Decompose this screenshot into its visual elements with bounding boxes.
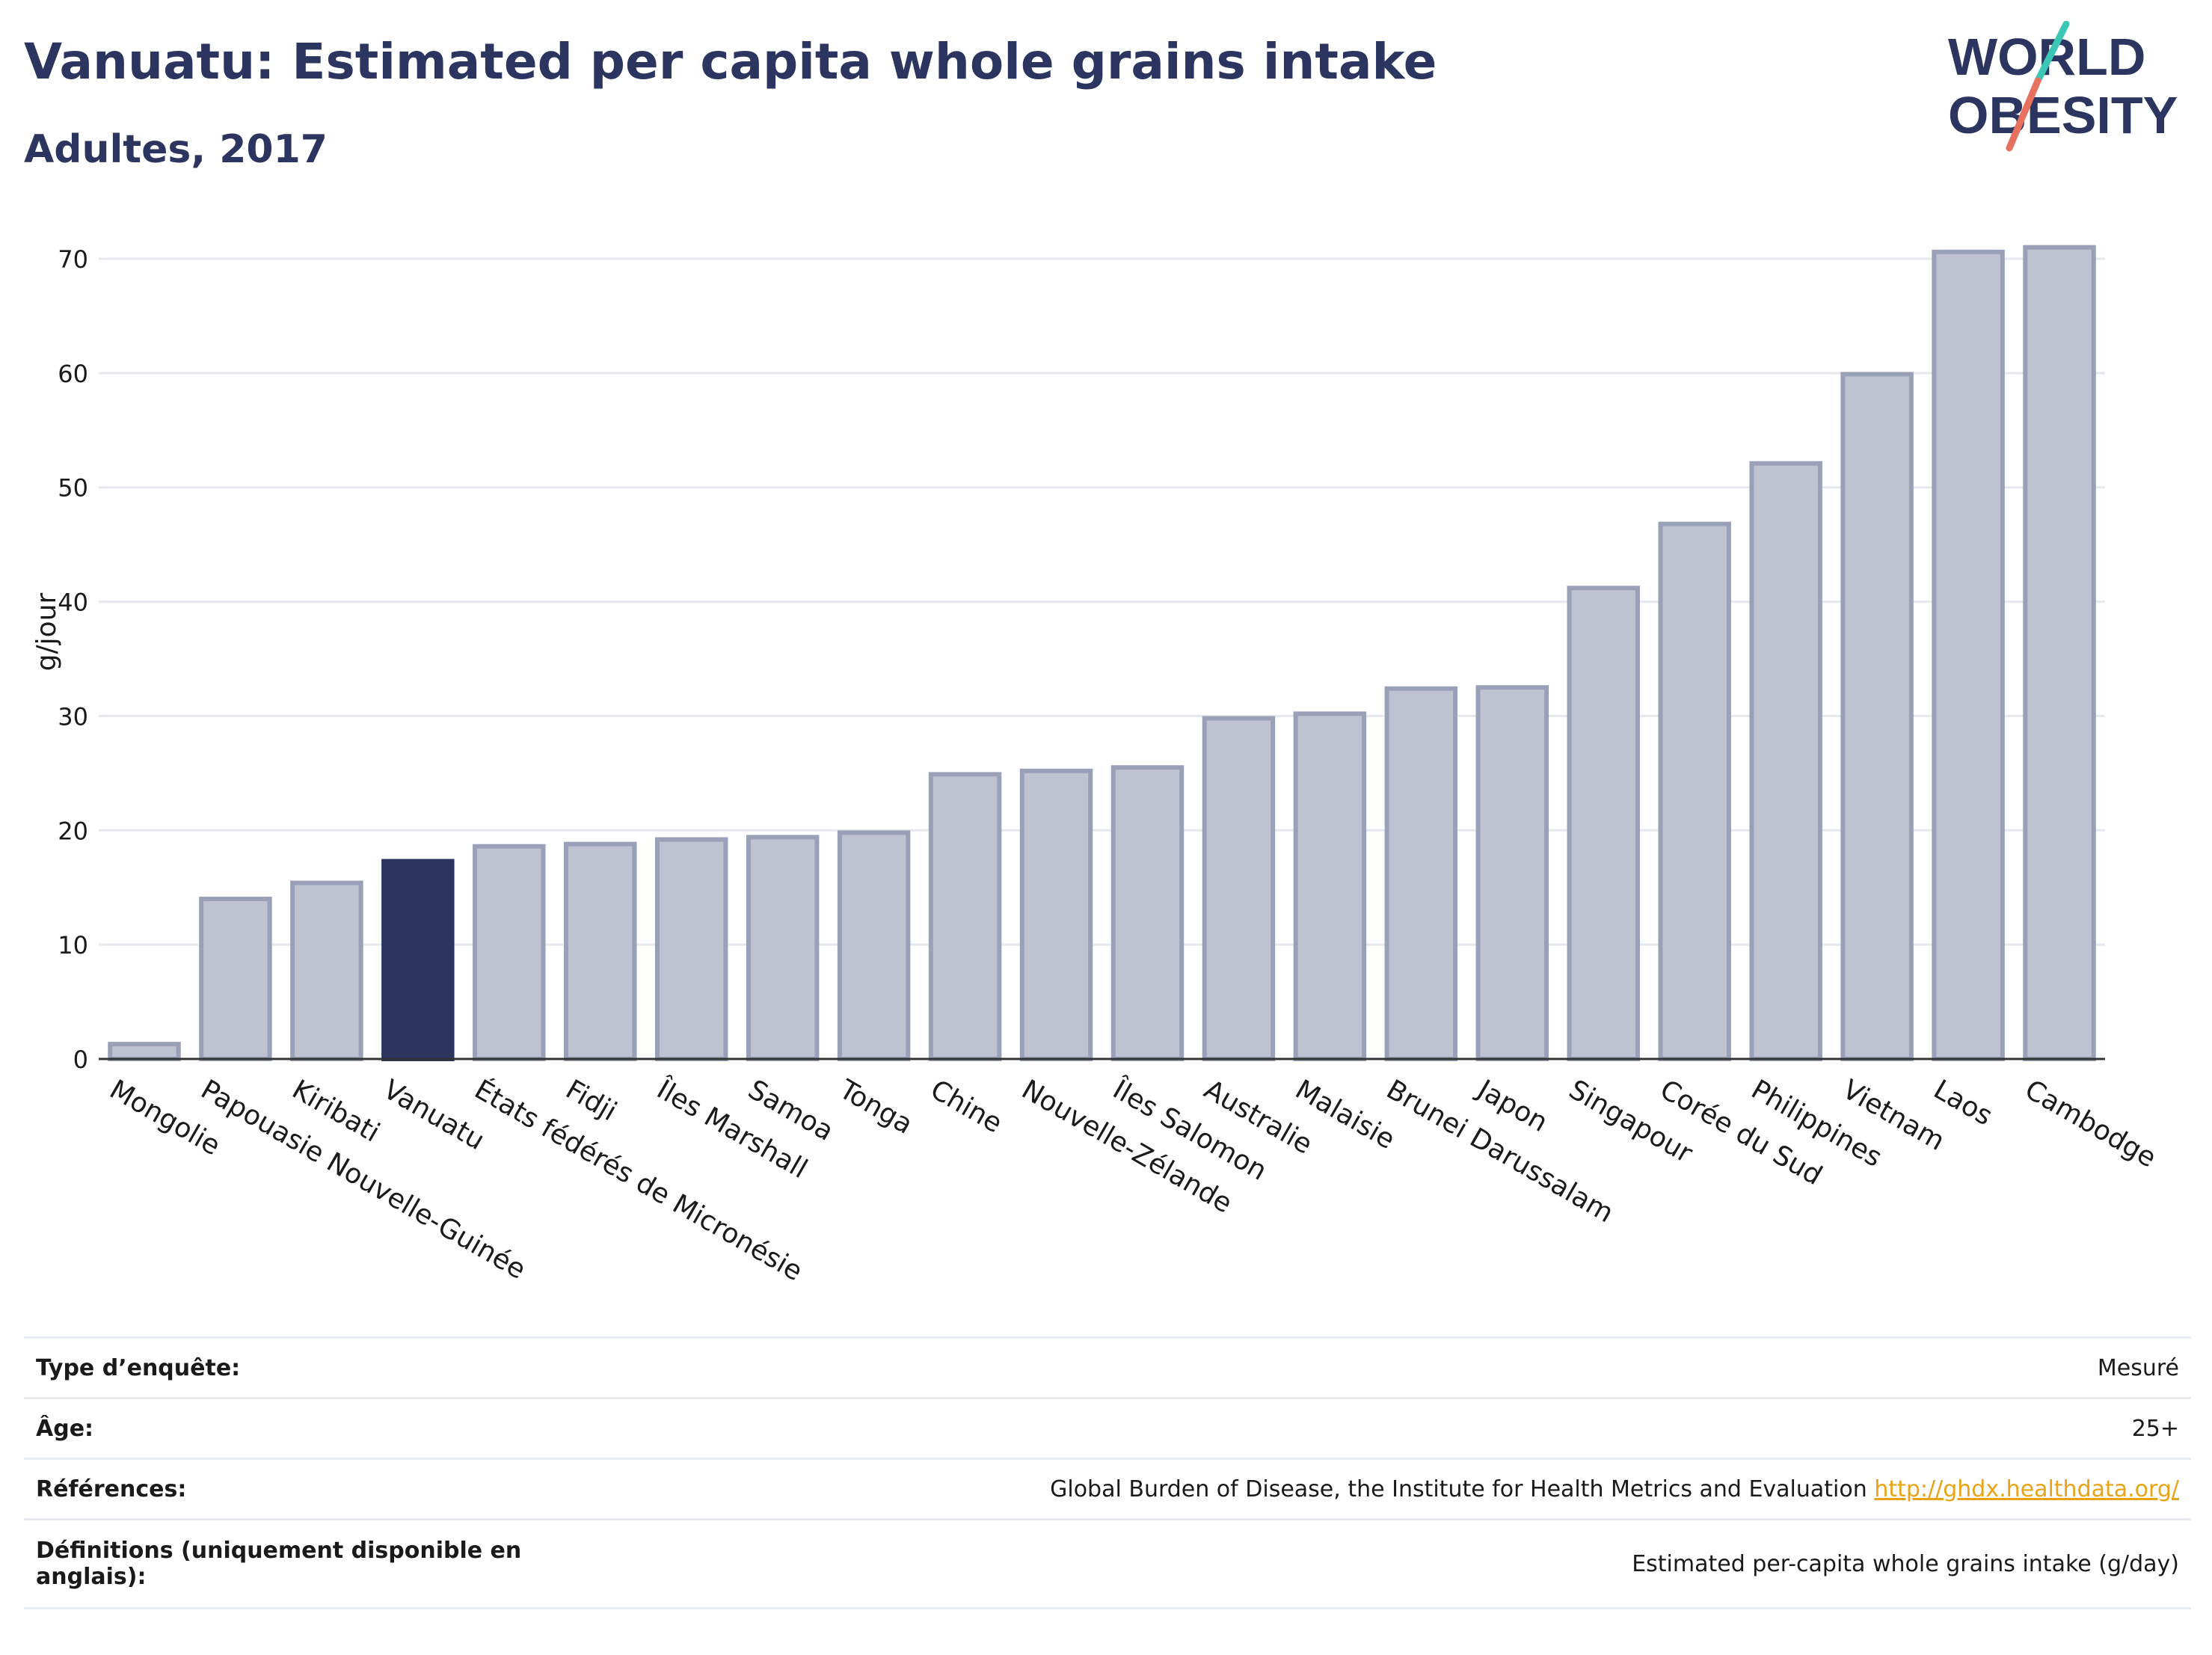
bar	[1019, 768, 1093, 1062]
bar	[1840, 372, 1914, 1061]
y-tick-label: 70	[58, 245, 88, 274]
bar	[473, 844, 546, 1061]
y-tick-label: 0	[73, 1045, 88, 1074]
info-value-survey-type: Mesuré	[586, 1336, 2191, 1399]
info-row-definitions: Définitions (uniquement disponible en an…	[24, 1518, 2191, 1609]
info-row-age: Âge: 25+	[24, 1397, 2191, 1460]
y-axis-ticks: 0 10 20 30 40 50 60 70	[58, 245, 88, 1074]
bar	[654, 837, 728, 1061]
y-tick-label: 50	[58, 474, 88, 503]
info-label-references: Références:	[24, 1458, 586, 1520]
y-tick-label: 40	[58, 589, 88, 617]
y-tick-label: 20	[58, 817, 88, 845]
logo-word-obesity: OBESITY	[1948, 86, 2178, 144]
y-tick-label: 10	[58, 931, 88, 959]
bar	[290, 880, 363, 1061]
bar-highlighted	[381, 859, 455, 1061]
info-table: Type d’enquête: Mesuré Âge: 25+ Référenc…	[24, 1336, 2191, 1609]
bar	[928, 772, 1002, 1062]
y-tick-label: 60	[58, 360, 88, 388]
x-tick-label: Îles Marshall	[651, 1073, 813, 1185]
x-tick-label: Tonga	[833, 1074, 918, 1140]
info-row-references: Références: Global Burden of Disease, th…	[24, 1458, 2191, 1520]
bars	[108, 245, 2096, 1062]
logo-slash-coral	[2006, 77, 2042, 152]
info-value-references: Global Burden of Disease, the Institute …	[586, 1458, 2191, 1520]
references-link[interactable]: http://ghdx.healthdata.org/	[1874, 1476, 2179, 1502]
bar	[837, 830, 911, 1062]
info-value-definitions: Estimated per-capita whole grains intake…	[586, 1518, 2191, 1609]
info-value-age: 25+	[586, 1397, 2191, 1460]
bar	[1384, 686, 1458, 1061]
bar	[1293, 711, 1367, 1061]
x-tick-label: Laos	[1929, 1074, 1997, 1132]
bar	[1110, 765, 1185, 1061]
x-tick-label: Cambodge	[2020, 1074, 2161, 1173]
x-tick-label: Vanuatu	[378, 1074, 490, 1156]
x-tick-label: Fidji	[560, 1074, 621, 1127]
bar-chart: 0 10 20 30 40 50 60 70 g/jour MongoliePapouasie…	[31, 245, 2161, 1287]
y-axis-label: g/jour	[31, 592, 62, 671]
bar	[199, 897, 272, 1061]
bar	[1658, 521, 1731, 1061]
info-label-age: Âge:	[24, 1397, 586, 1460]
references-text: Global Burden of Disease, the Institute …	[1050, 1476, 1867, 1502]
bar	[2023, 245, 2096, 1062]
bar	[1567, 586, 1640, 1061]
bar	[564, 841, 637, 1061]
bar	[1749, 461, 1822, 1061]
chart-title: Vanuatu: Estimated per capita whole grai…	[24, 33, 1437, 90]
bar	[746, 835, 820, 1061]
y-tick-label: 30	[58, 702, 88, 731]
chart-subtitle: Adultes, 2017	[24, 127, 328, 172]
world-obesity-logo: WORLD OBESITY	[1948, 21, 2178, 152]
x-tick-label: Chine	[925, 1074, 1007, 1139]
info-label-definitions: Définitions (uniquement disponible en an…	[24, 1518, 586, 1609]
info-row-survey-type: Type d’enquête: Mesuré	[24, 1336, 2191, 1399]
bar	[1475, 685, 1549, 1061]
info-label-survey-type: Type d’enquête:	[24, 1336, 586, 1399]
bar	[1932, 249, 2005, 1061]
bar	[108, 1042, 181, 1061]
logo-slash-teal	[2034, 21, 2070, 85]
bar	[1202, 716, 1276, 1061]
